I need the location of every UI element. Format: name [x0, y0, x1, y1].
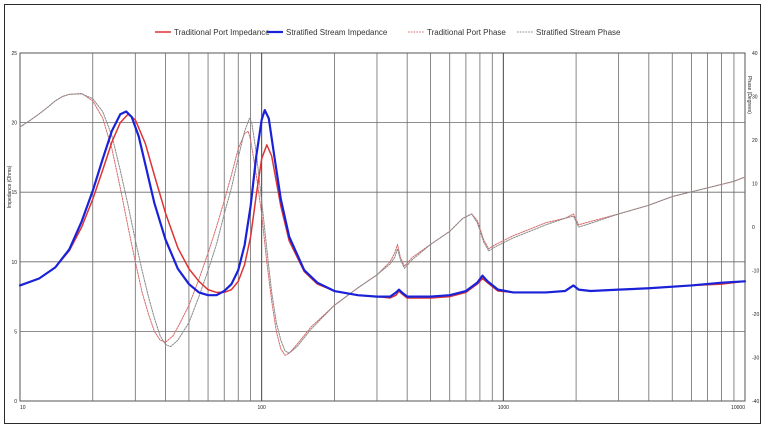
y-tick-label: 25 [11, 51, 17, 57]
y-tick-labels: 0 5 10 15 20 25 [11, 51, 17, 405]
grid [19, 52, 746, 402]
y-tick-label: 15 [11, 190, 17, 196]
series-line-3 [19, 93, 746, 354]
legend-label-1: Stratified Stream Impedance [286, 28, 388, 37]
x-tick-label: 10000 [731, 405, 745, 411]
y2-tick-label: 0 [752, 225, 755, 231]
y2-tick-label: -10 [752, 269, 759, 275]
y2-tick-label: 40 [752, 51, 758, 57]
y2-tick-label: -20 [752, 312, 759, 318]
y2-tick-label: 10 [752, 182, 758, 188]
y2-tick-labels: -40 -30 -20 -10 0 10 20 30 40 [752, 51, 759, 405]
y-tick-label: 5 [14, 329, 17, 335]
x-tick-label: 1000 [498, 405, 509, 411]
x-tick-labels: 10 100 1000 10000 [20, 405, 745, 411]
y-axis-label: Impedance (Ohms) [7, 165, 13, 208]
y2-tick-label: -30 [752, 356, 759, 362]
x-tick-label: 100 [257, 405, 266, 411]
legend-label-0: Traditional Port Impedance [174, 28, 270, 37]
series-line-1 [18, 108, 747, 298]
legend: Traditional Port Impedance Stratified Str… [155, 28, 621, 37]
y-tick-label: 0 [14, 399, 17, 405]
y-tick-label: 10 [11, 260, 17, 266]
y2-tick-label: 20 [752, 138, 758, 144]
series-lines [18, 92, 747, 356]
legend-label-3: Stratified Stream Phase [536, 28, 621, 37]
y2-axis-label: Phase (Degrees) [746, 76, 752, 114]
x-tick-label: 10 [20, 405, 26, 411]
y-tick-label: 20 [11, 121, 17, 127]
series-line-2 [19, 92, 746, 356]
plot-area-border [19, 52, 746, 402]
legend-label-2: Traditional Port Phase [427, 28, 506, 37]
chart-frame: 10 100 1000 10000 0 5 10 15 20 25 -40 -30 -20 -10 0 1… [4, 4, 761, 424]
y2-tick-label: 30 [752, 95, 758, 101]
y2-tick-label: -40 [752, 399, 759, 405]
